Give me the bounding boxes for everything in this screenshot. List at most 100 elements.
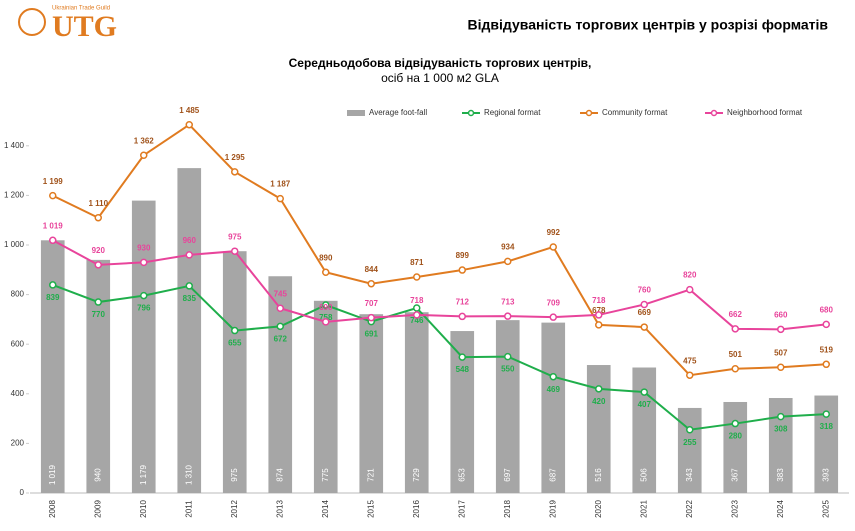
point: [140, 151, 148, 159]
x-tick-label: 2018: [503, 500, 512, 518]
x-tick-label: 2013: [275, 500, 284, 518]
data-label: 1 110: [88, 199, 108, 208]
point: [322, 318, 330, 326]
data-label: 469: [547, 385, 561, 394]
x-tick-label: 2011: [184, 500, 193, 518]
point: [458, 353, 466, 361]
bar: [313, 300, 338, 493]
x-tick-label: 2019: [548, 500, 557, 518]
x-tick-label: 2014: [321, 500, 330, 518]
point: [458, 266, 466, 274]
data-label: 890: [319, 253, 333, 262]
data-label: 1 485: [179, 106, 200, 115]
bar-label: 1 179: [139, 464, 148, 485]
data-label: 548: [456, 365, 470, 374]
y-tick-label: 1 200: [4, 191, 25, 200]
data-label: 420: [592, 397, 606, 406]
x-tick-label: 2009: [93, 500, 102, 518]
data-label: 678: [592, 306, 606, 315]
data-label: 1 199: [43, 177, 64, 186]
data-label: 707: [365, 299, 379, 308]
data-label: 835: [183, 294, 197, 303]
bar-label: 383: [776, 468, 785, 482]
bar: [814, 395, 839, 493]
data-label: 669: [638, 308, 652, 317]
chart-subtitle: осіб на 1 000 м2 GLA: [381, 71, 499, 85]
point: [322, 301, 330, 309]
data-label: 501: [729, 350, 743, 359]
data-label: 770: [92, 310, 106, 319]
legend-label: Average foot-fall: [369, 108, 427, 117]
bar: [404, 312, 429, 493]
data-label: 712: [456, 298, 470, 307]
point: [458, 312, 466, 321]
legend-label: Regional format: [484, 108, 541, 117]
data-label: 760: [638, 286, 652, 295]
x-tick-label: 2025: [821, 500, 830, 518]
legend-marker: [467, 109, 475, 117]
point: [822, 410, 830, 418]
bar: [586, 365, 611, 493]
data-label: 844: [365, 265, 379, 274]
legend-marker: [585, 109, 593, 117]
data-label: 662: [729, 310, 743, 319]
point: [504, 352, 512, 361]
point: [367, 313, 375, 322]
data-label: 550: [501, 365, 515, 374]
data-label: 308: [774, 425, 788, 434]
point: [686, 426, 694, 434]
data-label: 655: [228, 339, 242, 348]
bar: [768, 398, 793, 493]
point: [731, 419, 739, 428]
data-label: 318: [820, 422, 834, 431]
point: [276, 194, 284, 203]
logo: UTG Ukrainian Trade Guild: [18, 6, 117, 43]
data-label: 934: [501, 242, 515, 251]
point: [49, 236, 57, 245]
point: [276, 304, 284, 312]
point: [777, 325, 785, 334]
y-tick-label: 800: [11, 290, 25, 299]
point: [276, 322, 284, 331]
point: [231, 326, 239, 335]
y-tick-label: 0: [20, 488, 25, 497]
data-label: 709: [547, 298, 561, 307]
data-label: 899: [456, 251, 470, 260]
data-label: 820: [683, 271, 697, 280]
data-label: 519: [820, 345, 834, 354]
bar-label: 1 019: [48, 464, 57, 485]
data-label: 1 019: [43, 221, 64, 230]
legend-marker: [710, 109, 718, 117]
point: [504, 312, 512, 320]
data-label: 745: [274, 289, 288, 298]
y-tick-label: 200: [11, 439, 25, 448]
point: [185, 282, 193, 290]
data-label: 992: [547, 228, 561, 237]
bar-label: 367: [730, 468, 739, 482]
y-tick-label: 1 400: [4, 141, 25, 150]
point: [94, 213, 102, 222]
point: [640, 300, 648, 309]
bar-label: 506: [639, 468, 648, 482]
data-label: 839: [46, 293, 60, 302]
x-tick-label: 2016: [412, 500, 421, 518]
bar: [495, 320, 520, 493]
point: [140, 291, 148, 300]
data-label: 920: [92, 246, 106, 255]
line: [52, 283, 827, 431]
logo-text: UTG: [52, 10, 117, 43]
bar-label: 516: [594, 468, 603, 482]
bar-label: 1 310: [184, 464, 193, 485]
data-label: 746: [410, 316, 424, 325]
bar: [222, 251, 247, 493]
x-tick-label: 2020: [594, 500, 603, 518]
bar-label: 874: [275, 468, 284, 482]
line: [52, 123, 827, 377]
x-tick-label: 2008: [48, 500, 57, 518]
legend-label: Community format: [602, 108, 668, 117]
data-label: 960: [183, 236, 197, 245]
point: [231, 168, 239, 176]
page-title: Відвідуваність торгових центрів у розріз…: [468, 17, 829, 33]
data-label: 280: [729, 432, 743, 441]
